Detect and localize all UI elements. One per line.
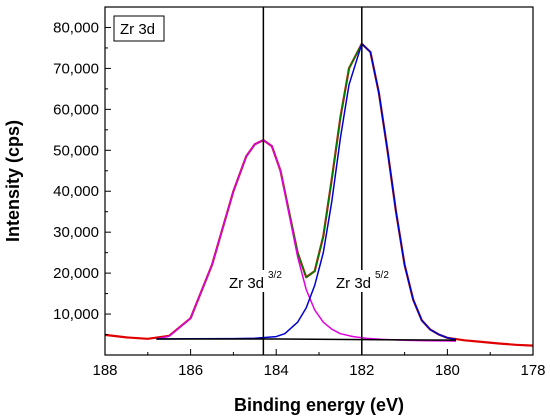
plot-frame — [104, 6, 534, 356]
x-tick-label: 182 — [349, 362, 374, 379]
y-tick-label: 10,000 — [53, 306, 99, 323]
peak2-annotation-sup: 5/2 — [375, 270, 389, 281]
x-axis: 188 186 184 182 180 178 — [92, 349, 546, 379]
peak1-annotation: Zr 3d 3/2 — [224, 270, 290, 292]
peak2-annotation-label: Zr 3d — [336, 275, 371, 292]
x-tick-label: 188 — [92, 362, 117, 379]
peak1-annotation-sup: 3/2 — [268, 270, 282, 281]
x-tick-label: 178 — [520, 362, 545, 379]
x-axis-title: Binding energy (eV) — [234, 395, 404, 415]
series-line-baseline — [156, 338, 457, 341]
peak2-annotation: Zr 3d 5/2 — [331, 270, 403, 292]
peak1-annotation-bg — [224, 270, 290, 292]
y-tick-label: 70,000 — [53, 60, 99, 77]
y-axis: 10,000 20,000 30,000 40,000 50,000 60,000 70,0… — [53, 19, 111, 336]
y-tick-label: 30,000 — [53, 224, 99, 241]
series-line-component-3d5/2 — [156, 43, 457, 341]
x-tick-label: 180 — [435, 362, 460, 379]
y-axis-title: Intensity (cps) — [3, 120, 23, 242]
x-tick-label: 184 — [264, 362, 289, 379]
box-annotation-label: Zr 3d — [120, 21, 155, 38]
series-line-component-3d3/2 — [156, 139, 457, 342]
y-tick-label: 50,000 — [53, 142, 99, 159]
y-tick-label: 60,000 — [53, 101, 99, 118]
peak2-annotation-bg — [331, 270, 403, 292]
peak1-annotation-label: Zr 3d — [229, 275, 264, 292]
series-layer — [104, 42, 534, 347]
vline-layer — [262, 7, 363, 355]
series-line-measured — [104, 42, 534, 347]
y-tick-label: 40,000 — [53, 183, 99, 200]
y-tick-label: 80,000 — [53, 19, 99, 36]
y-tick-label: 20,000 — [53, 265, 99, 282]
box-annotation: Zr 3d — [113, 15, 165, 42]
x-tick-label: 186 — [178, 362, 203, 379]
box-annotation-frame — [113, 15, 165, 42]
